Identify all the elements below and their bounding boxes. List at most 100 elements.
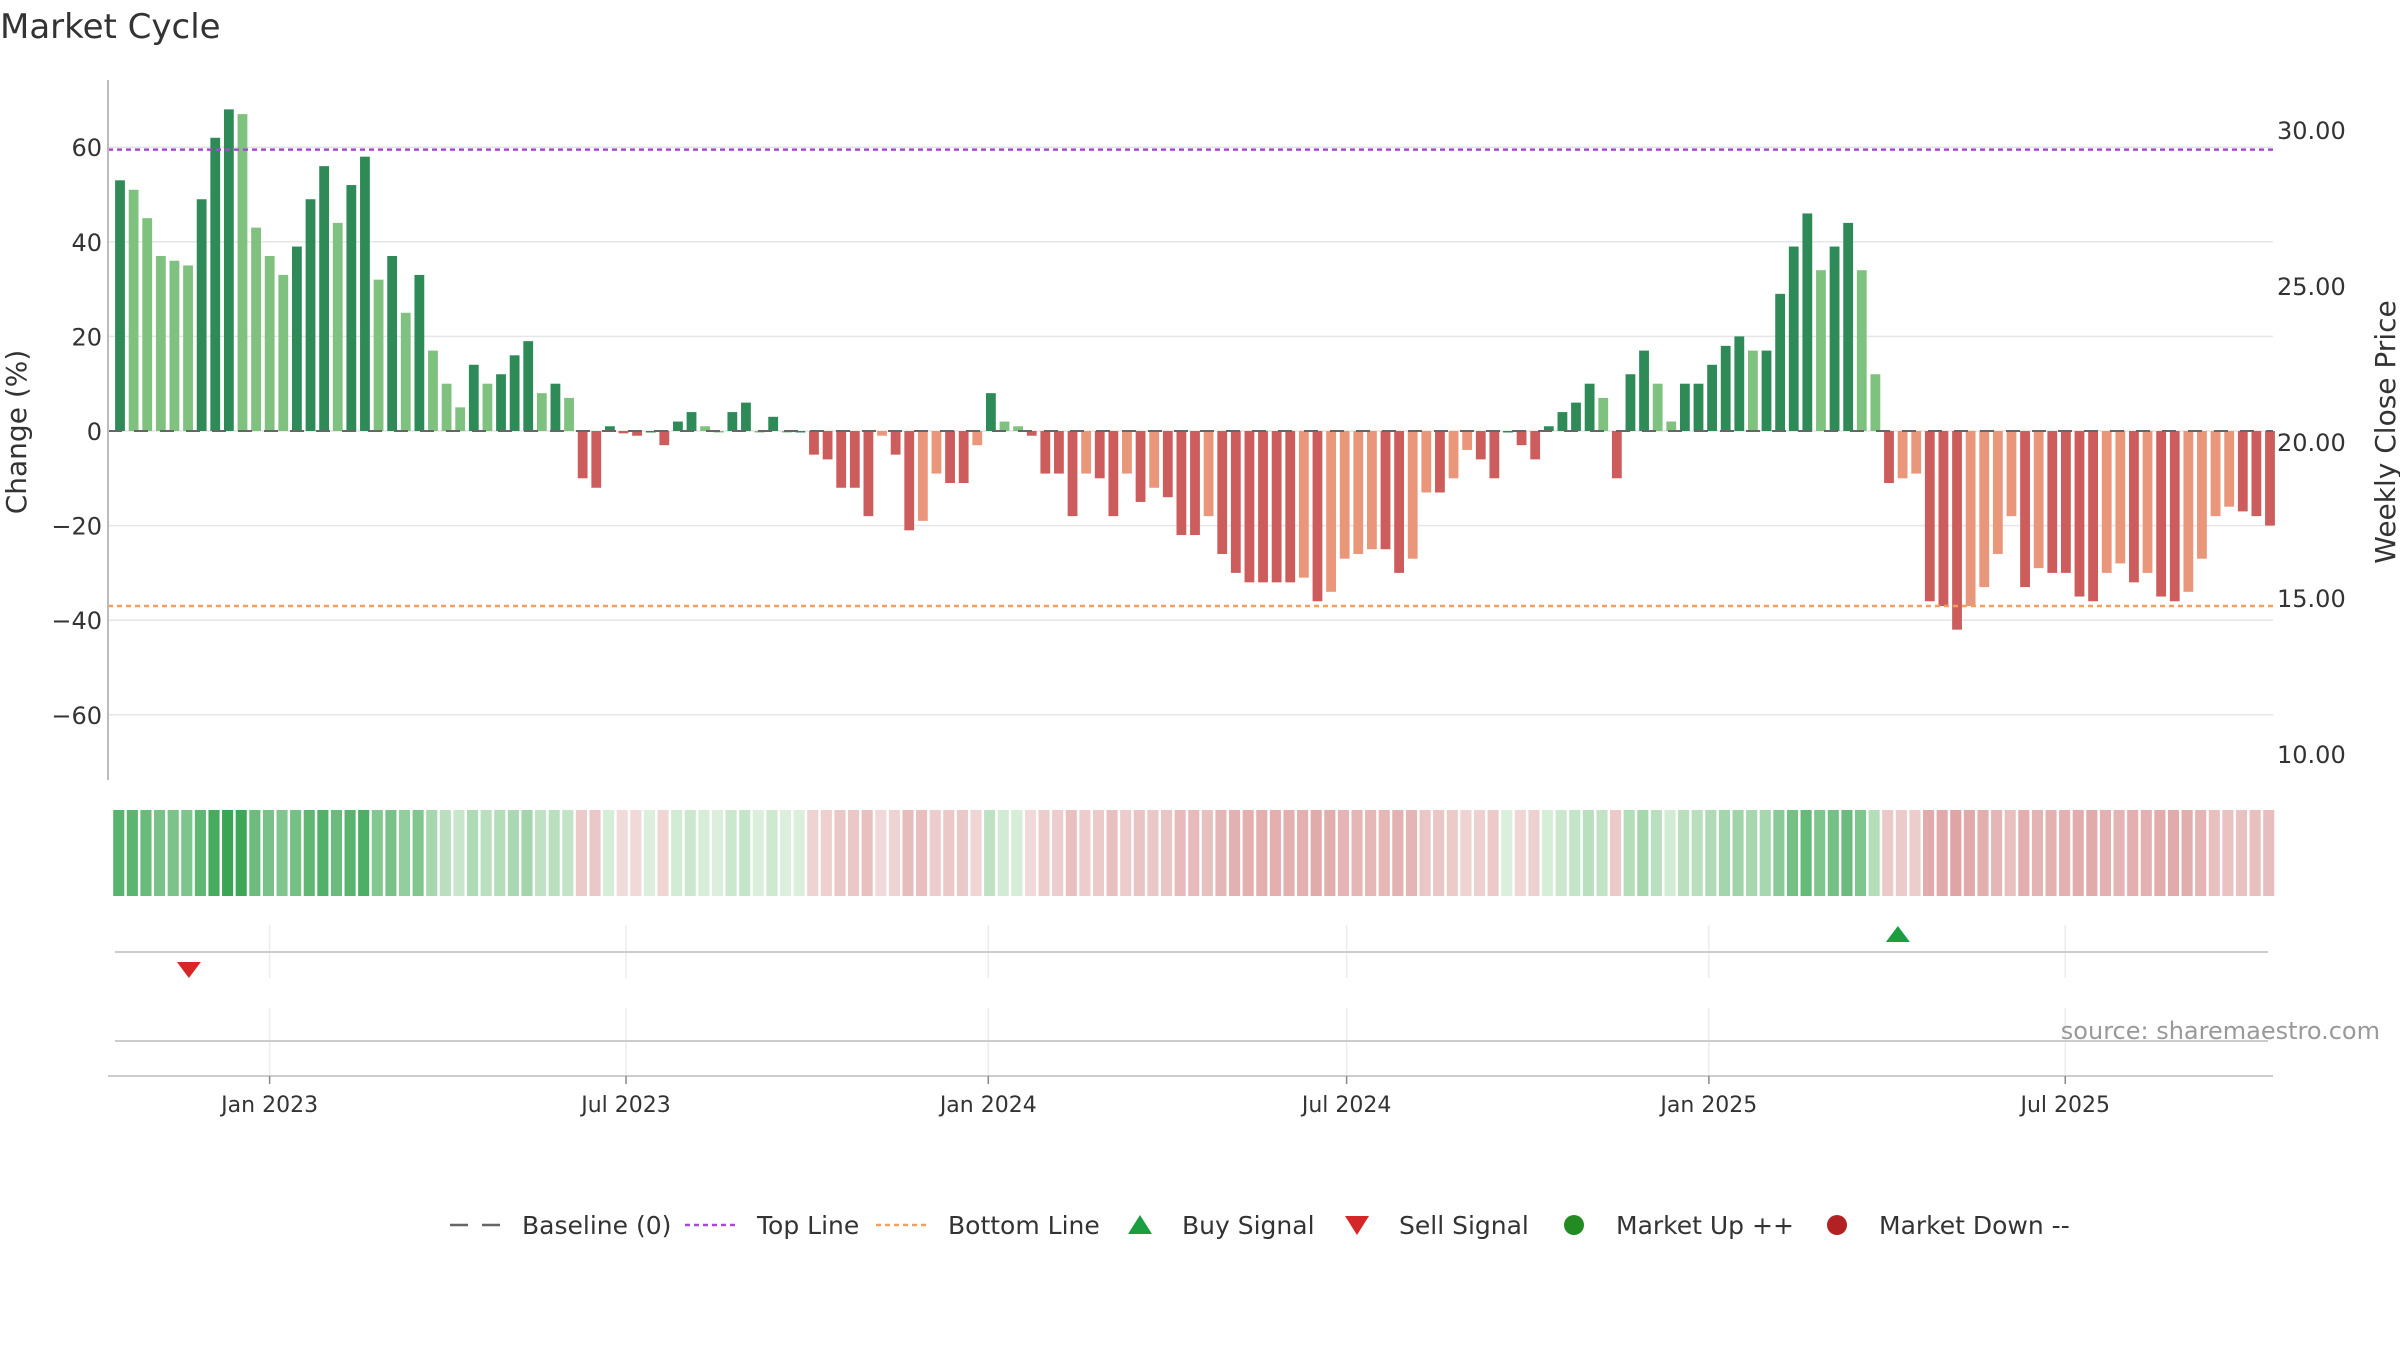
change-bar — [441, 383, 452, 431]
change-bar — [931, 431, 942, 474]
heat-cell — [344, 810, 356, 896]
change-bar — [1748, 350, 1758, 431]
heat-cell — [1814, 810, 1826, 896]
heat-cell — [861, 810, 873, 896]
y-tick-label: −20 — [51, 513, 102, 541]
heat-cell — [276, 810, 288, 896]
signal-track — [115, 925, 2268, 978]
change-bar — [210, 137, 221, 431]
heat-cell — [1446, 810, 1458, 896]
heat-cell — [1895, 810, 1907, 896]
heat-cell — [1528, 810, 1540, 896]
change-bar — [1802, 213, 1813, 431]
y-tick-label: 20 — [71, 323, 102, 351]
change-bar — [849, 431, 860, 488]
heat-cell — [1365, 810, 1377, 896]
heat-cell — [2113, 810, 2125, 896]
change-bar — [1992, 431, 2003, 554]
legend-market-up-swatch — [1564, 1215, 1584, 1235]
change-bar — [686, 412, 697, 431]
heat-cell — [2086, 810, 2098, 896]
change-bar — [1897, 431, 1908, 479]
heat-cell — [739, 810, 751, 896]
heat-cell — [1065, 810, 1077, 896]
change-bar — [727, 412, 738, 431]
heat-cell — [1786, 810, 1799, 896]
heat-cell — [956, 810, 968, 896]
change-bar — [115, 180, 125, 431]
heat-cell — [1433, 810, 1445, 896]
legend: Baseline (0) Top Line Bottom Line Buy Signa… — [450, 1211, 2070, 1240]
heat-cell — [1637, 810, 1649, 896]
y2-tick-label: 20.00 — [2277, 429, 2346, 457]
heat-cell — [1351, 810, 1363, 896]
change-bar — [1516, 431, 1527, 446]
heat-cell — [1963, 810, 1975, 896]
change-bar — [1571, 402, 1581, 431]
x-tick-label: Jul 2024 — [1300, 1093, 1392, 1118]
change-bar — [1394, 431, 1405, 573]
heat-cell — [398, 810, 411, 896]
change-bar — [1761, 350, 1772, 431]
change-bar — [468, 364, 479, 431]
change-bar — [1176, 431, 1187, 536]
heat-cell — [1242, 810, 1254, 896]
heat-cell — [1800, 810, 1812, 896]
heat-cell — [820, 810, 832, 896]
change-bar — [836, 431, 847, 488]
change-bar — [2156, 431, 2167, 597]
change-bar — [2074, 431, 2085, 597]
change-bar — [1149, 431, 1160, 488]
legend-label-bottom: Bottom Line — [948, 1211, 1100, 1240]
change-bar — [128, 189, 139, 431]
change-bar — [1054, 431, 1064, 474]
change-bar — [2101, 431, 2112, 573]
change-bar — [1162, 431, 1173, 498]
heat-cell — [875, 810, 887, 896]
y-axis-label: Change (%) — [0, 350, 33, 515]
heat-cell — [2263, 810, 2275, 896]
x-tick-label: Jul 2025 — [2018, 1093, 2110, 1118]
change-bar — [2169, 431, 2180, 602]
legend-buy-swatch — [1128, 1215, 1152, 1234]
heat-cell — [1950, 810, 1962, 896]
change-bar — [768, 416, 779, 431]
heat-cell — [1610, 810, 1622, 896]
change-bar — [319, 166, 330, 431]
change-bar — [1775, 293, 1786, 431]
heat-cell — [480, 810, 492, 896]
heat-cell — [371, 810, 383, 896]
y-tick-label: 0 — [87, 418, 102, 446]
heat-cell — [1052, 810, 1064, 896]
change-bar — [604, 426, 615, 431]
change-bar — [536, 393, 547, 431]
heat-cell — [521, 810, 533, 896]
heat-cell — [929, 810, 941, 896]
heat-cell — [154, 810, 166, 896]
change-bar — [1666, 421, 1677, 431]
heat-cell — [1977, 810, 1989, 896]
heat-cell — [1120, 810, 1132, 896]
change-bar — [999, 421, 1010, 431]
change-bar — [373, 279, 384, 431]
change-bar — [2237, 431, 2248, 512]
heat-cell — [290, 810, 302, 896]
change-bar — [877, 431, 887, 436]
heat-cell — [330, 810, 343, 896]
change-bar — [1829, 246, 1840, 431]
change-bar — [1190, 431, 1200, 536]
heat-cell — [1991, 810, 2003, 896]
heat-cell — [888, 810, 900, 896]
heat-cell — [1718, 810, 1730, 896]
change-bar — [1258, 431, 1268, 583]
heat-cell — [1827, 810, 1839, 896]
heat-cell — [235, 810, 247, 896]
heat-cell — [426, 810, 438, 896]
change-bar — [1924, 431, 1935, 602]
change-bar — [1339, 431, 1350, 559]
change-bar — [1870, 374, 1881, 431]
change-bar — [618, 431, 629, 434]
heat-cell — [970, 810, 982, 896]
heat-cell — [1541, 810, 1554, 896]
change-bar — [1639, 350, 1649, 431]
